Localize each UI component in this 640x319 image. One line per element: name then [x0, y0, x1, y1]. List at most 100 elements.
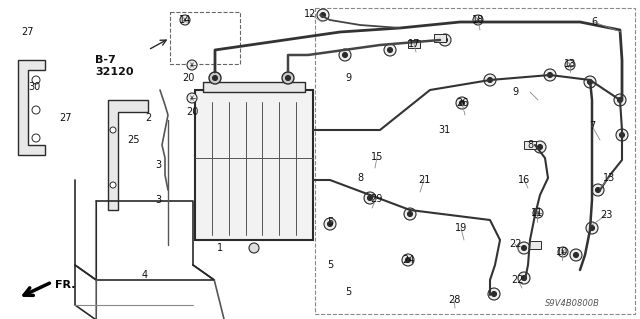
- Circle shape: [404, 208, 416, 220]
- Text: 30: 30: [28, 82, 40, 92]
- Circle shape: [282, 72, 294, 84]
- Circle shape: [614, 94, 626, 106]
- Text: 26: 26: [456, 98, 468, 108]
- Circle shape: [547, 72, 552, 78]
- Circle shape: [538, 145, 543, 150]
- Bar: [315, 8, 635, 314]
- Text: 9: 9: [512, 87, 518, 97]
- Circle shape: [212, 76, 218, 80]
- Circle shape: [321, 12, 326, 18]
- Circle shape: [616, 129, 628, 141]
- Circle shape: [584, 76, 596, 88]
- Circle shape: [406, 257, 410, 263]
- Circle shape: [488, 78, 493, 83]
- Circle shape: [32, 134, 40, 142]
- Text: 14: 14: [179, 15, 191, 25]
- Circle shape: [442, 38, 447, 42]
- Circle shape: [534, 141, 546, 153]
- Circle shape: [110, 127, 116, 133]
- Circle shape: [324, 218, 336, 230]
- Text: 12: 12: [304, 9, 316, 19]
- Text: 16: 16: [518, 175, 530, 185]
- Circle shape: [110, 182, 116, 188]
- Text: 5: 5: [327, 260, 333, 270]
- Circle shape: [588, 79, 593, 85]
- Circle shape: [408, 211, 413, 217]
- Text: 8: 8: [357, 173, 363, 183]
- Polygon shape: [108, 100, 148, 210]
- Circle shape: [456, 97, 468, 109]
- Text: 5: 5: [327, 217, 333, 227]
- Bar: [203, 82, 305, 92]
- Circle shape: [328, 221, 333, 226]
- Text: 2: 2: [145, 113, 151, 123]
- Circle shape: [180, 15, 190, 25]
- Circle shape: [439, 34, 451, 46]
- Circle shape: [586, 222, 598, 234]
- Circle shape: [589, 226, 595, 231]
- Bar: [524, 141, 536, 149]
- Circle shape: [618, 98, 623, 102]
- Circle shape: [367, 196, 372, 201]
- Circle shape: [387, 48, 392, 53]
- Text: FR.: FR.: [55, 280, 76, 290]
- Text: 20: 20: [186, 107, 198, 117]
- Text: 4: 4: [142, 270, 148, 280]
- Circle shape: [187, 93, 197, 103]
- Text: 19: 19: [455, 223, 467, 233]
- Text: 21: 21: [418, 175, 430, 185]
- Text: 29: 29: [370, 194, 382, 204]
- Text: 3: 3: [155, 195, 161, 205]
- Polygon shape: [18, 60, 45, 155]
- Circle shape: [32, 76, 40, 84]
- Circle shape: [522, 246, 527, 250]
- Text: 8: 8: [527, 140, 533, 150]
- Circle shape: [384, 44, 396, 56]
- Circle shape: [484, 74, 496, 86]
- Circle shape: [473, 15, 483, 25]
- Circle shape: [339, 49, 351, 61]
- Circle shape: [460, 100, 465, 106]
- Circle shape: [317, 9, 329, 21]
- Circle shape: [249, 243, 259, 253]
- Bar: [170, 12, 240, 64]
- Text: 15: 15: [371, 152, 383, 162]
- Circle shape: [518, 242, 530, 254]
- Text: 25: 25: [128, 135, 140, 145]
- Circle shape: [209, 72, 221, 84]
- Bar: [195, 90, 313, 240]
- Text: 24: 24: [402, 255, 414, 265]
- Text: 9: 9: [345, 73, 351, 83]
- Text: 18: 18: [472, 15, 484, 25]
- Text: 13: 13: [564, 59, 576, 69]
- Circle shape: [187, 60, 197, 70]
- Text: B-7
32120: B-7 32120: [95, 55, 134, 77]
- Text: 23: 23: [600, 210, 612, 220]
- Circle shape: [364, 192, 376, 204]
- Text: 13: 13: [603, 173, 615, 183]
- Text: 22: 22: [509, 239, 521, 249]
- Circle shape: [522, 276, 527, 280]
- Circle shape: [570, 249, 582, 261]
- Text: 3: 3: [155, 160, 161, 170]
- Circle shape: [592, 184, 604, 196]
- Circle shape: [488, 288, 500, 300]
- Bar: [434, 34, 446, 42]
- Circle shape: [533, 208, 543, 218]
- Circle shape: [558, 247, 568, 257]
- Text: 11: 11: [531, 208, 543, 218]
- Text: 31: 31: [438, 125, 450, 135]
- Circle shape: [285, 76, 291, 80]
- Text: 10: 10: [556, 247, 568, 257]
- Text: 1: 1: [217, 243, 223, 253]
- Text: 17: 17: [408, 39, 420, 49]
- Circle shape: [573, 253, 579, 257]
- Circle shape: [565, 60, 575, 70]
- Text: 6: 6: [591, 17, 597, 27]
- Circle shape: [518, 272, 530, 284]
- Circle shape: [342, 53, 348, 57]
- Bar: [529, 241, 541, 249]
- Circle shape: [544, 69, 556, 81]
- Text: 28: 28: [448, 295, 460, 305]
- Circle shape: [32, 106, 40, 114]
